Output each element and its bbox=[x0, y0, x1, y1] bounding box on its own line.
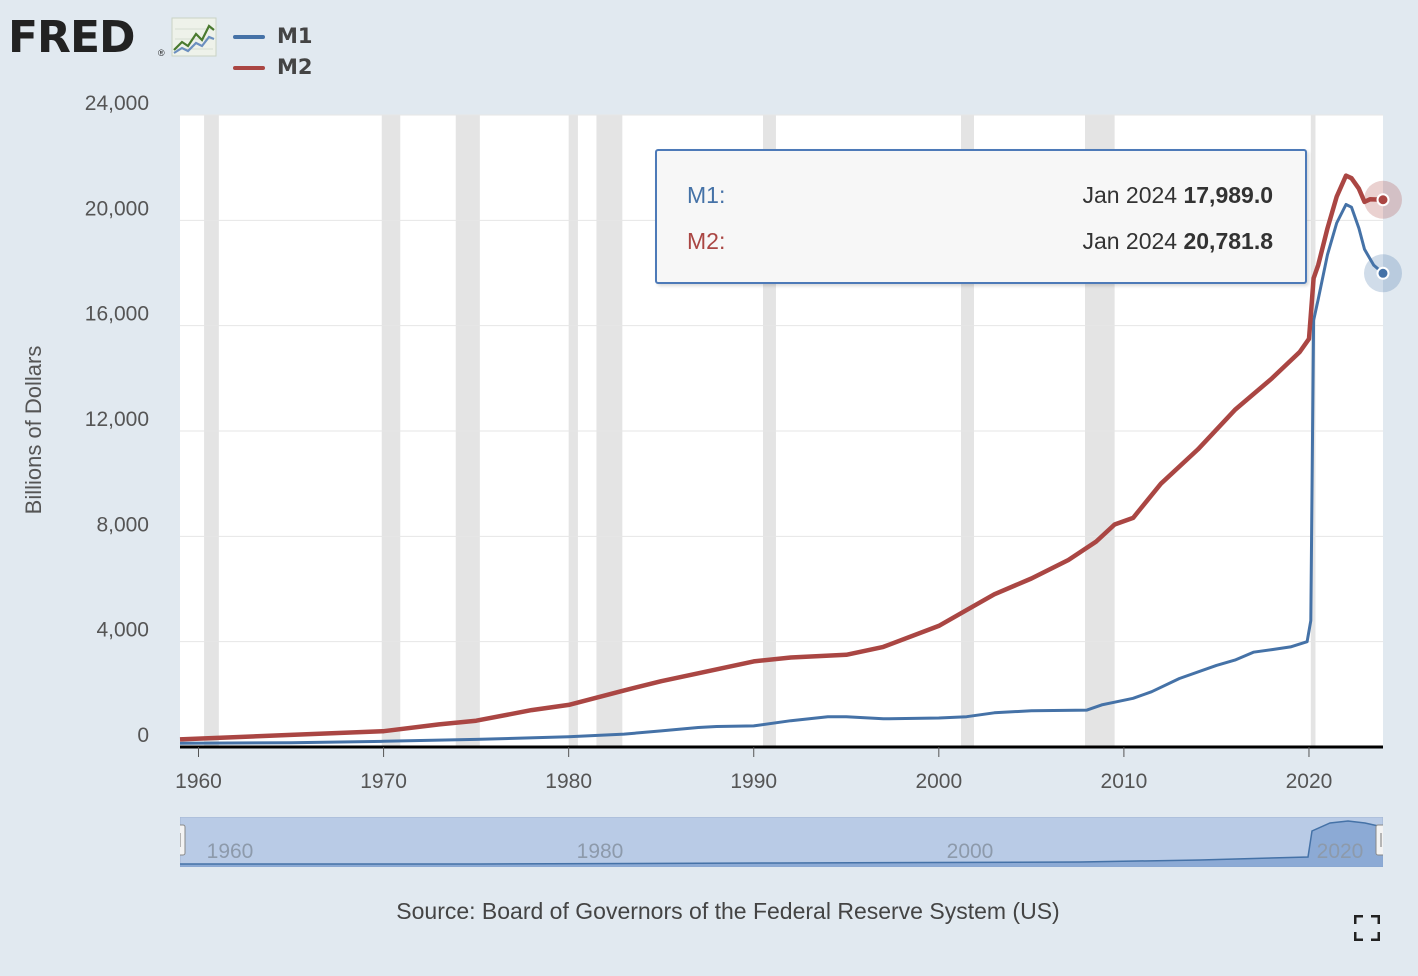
y-tick-label: 12,000 bbox=[85, 408, 149, 431]
navigator-handle-left[interactable] bbox=[170, 824, 186, 856]
tooltip-number: 20,781.8 bbox=[1183, 228, 1273, 254]
data-series bbox=[179, 173, 1384, 745]
range-navigator[interactable]: 1960 1980 2000 2020 bbox=[170, 816, 1391, 868]
navigator-tick-label: 1980 bbox=[577, 840, 624, 863]
navigator-handle-right[interactable] bbox=[1375, 824, 1391, 856]
tooltip-series-name: M2: bbox=[687, 228, 726, 254]
legend-label-m2: M2 bbox=[277, 55, 313, 79]
hover-markers bbox=[1364, 180, 1402, 293]
hover-point-m1 bbox=[1376, 266, 1390, 280]
x-tick-label: 1990 bbox=[730, 770, 777, 793]
tooltip-series-name: M1: bbox=[687, 182, 726, 208]
navigator-series-line bbox=[180, 820, 1384, 865]
x-tick-label: 1960 bbox=[175, 770, 222, 793]
line-graph-icon bbox=[171, 17, 217, 57]
tooltip-row-m1: M1: Jan 2024 17,989.0 bbox=[687, 180, 1273, 210]
x-axis-ticks: 1960 1970 1980 1990 2000 2010 2020 bbox=[175, 747, 1332, 793]
tooltip-number: 17,989.0 bbox=[1183, 182, 1273, 208]
legend-swatch-m1 bbox=[233, 35, 265, 39]
navigator-series-area bbox=[180, 821, 1383, 867]
y-tick-label: 8,000 bbox=[96, 513, 149, 536]
y-axis-ticks: 0 4,000 8,000 12,000 16,000 20,000 24,000 bbox=[85, 92, 149, 747]
series-line-m1 bbox=[179, 203, 1384, 745]
legend-label-m1: M1 bbox=[277, 24, 313, 48]
navigator-tick-label: 1960 bbox=[207, 840, 254, 863]
legend-swatch-m2 bbox=[233, 66, 265, 70]
navigator-selection[interactable] bbox=[179, 816, 1384, 868]
fullscreen-icon[interactable] bbox=[1354, 915, 1380, 941]
tooltip-date: Jan 2024 bbox=[1082, 228, 1178, 254]
x-tick-label: 2020 bbox=[1286, 770, 1333, 793]
y-tick-label: 4,000 bbox=[96, 619, 149, 642]
tooltip-value: Jan 2024 17,989.0 bbox=[1082, 180, 1273, 210]
x-tick-label: 1980 bbox=[545, 770, 592, 793]
x-tick-label: 2010 bbox=[1101, 770, 1148, 793]
tooltip: M1: Jan 2024 17,989.0 M2: Jan 2024 20,78… bbox=[655, 149, 1307, 284]
navigator-graphic: 1960 1980 2000 2020 bbox=[170, 816, 1391, 868]
grid-lines bbox=[180, 114, 1383, 643]
x-tick-label: 1970 bbox=[360, 770, 407, 793]
series-line-m2 bbox=[179, 173, 1384, 742]
fred-logo[interactable]: FRED bbox=[8, 12, 136, 63]
navigator-tick-label: 2000 bbox=[947, 840, 994, 863]
tooltip-value: Jan 2024 20,781.8 bbox=[1082, 226, 1273, 256]
registered-mark: ® bbox=[158, 48, 165, 58]
y-tick-label: 24,000 bbox=[85, 92, 149, 115]
y-tick-label: 0 bbox=[137, 724, 149, 747]
hover-point-m2 bbox=[1376, 193, 1390, 207]
y-tick-label: 20,000 bbox=[85, 197, 149, 220]
source-note: Source: Board of Governors of the Federa… bbox=[396, 898, 1060, 924]
tooltip-row-m2: M2: Jan 2024 20,781.8 bbox=[687, 226, 1273, 256]
chart-header: FRED ® M1 M2 bbox=[0, 0, 400, 90]
tooltip-date: Jan 2024 bbox=[1082, 182, 1178, 208]
y-tick-label: 16,000 bbox=[85, 303, 149, 326]
navigator-tick-label: 2020 bbox=[1317, 840, 1364, 863]
x-tick-label: 2000 bbox=[915, 770, 962, 793]
y-axis-title: Billions of Dollars bbox=[21, 346, 46, 515]
